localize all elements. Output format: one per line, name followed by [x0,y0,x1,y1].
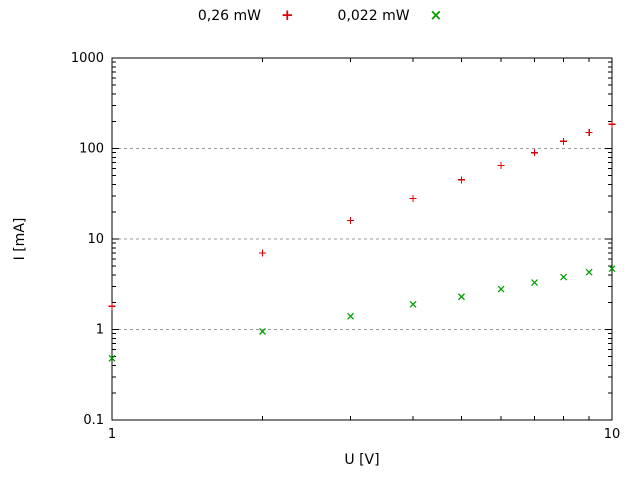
data-point [259,328,266,335]
data-point [259,249,267,257]
data-point [531,279,539,287]
y-tick-label: 1 [96,323,104,338]
y-axis-label: I [mA] [12,218,28,261]
legend-item-series-0: 0,26 mW + [198,6,294,25]
data-point [347,217,355,225]
x-tick-label: 1 [108,427,116,442]
plus-marker-icon: + [280,6,294,24]
y-tick-label: 0.1 [83,413,104,428]
data-point [560,137,568,145]
data-point [497,285,505,293]
data-point [497,161,505,169]
x-tick-label: 10 [604,427,621,442]
legend: 0,26 mW + 0,022 mW × [0,6,640,25]
legend-label: 0,26 mW [197,8,261,24]
data-point [585,129,593,137]
data-point [608,120,616,128]
data-point [560,273,568,281]
data-point [347,312,355,320]
data-point [531,149,539,157]
cross-marker-icon: × [429,6,443,24]
data-point [585,268,593,276]
x-axis-label: U [V] [344,452,379,468]
y-tick-label: 10 [87,232,104,247]
data-point [409,195,417,203]
data-point [457,176,465,184]
legend-label: 0,022 mW [337,8,410,24]
y-tick-label: 1000 [71,51,104,66]
data-point [108,302,116,310]
series-plus [108,120,616,310]
y-tick-label: 100 [79,142,104,157]
legend-item-series-1: 0,022 mW × [338,6,443,25]
data-point [458,293,465,301]
series-cross [108,265,616,362]
data-point [108,354,116,362]
data-point [608,265,616,273]
data-point [409,300,417,308]
